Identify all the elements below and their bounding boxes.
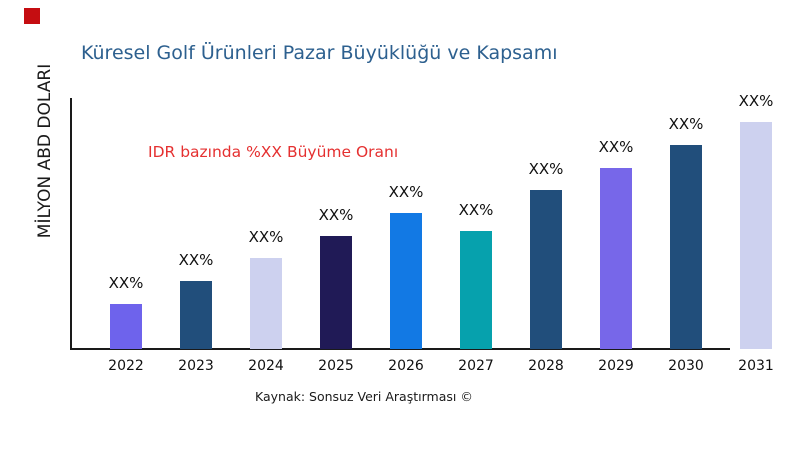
bar-2028: [530, 190, 562, 349]
bar-2030: [670, 145, 702, 349]
bar-2031: [740, 122, 772, 349]
x-tick-label: 2024: [248, 358, 284, 374]
x-tick-label: 2029: [598, 358, 634, 374]
bar-value-label: XX%: [738, 92, 774, 110]
bar-2026: [390, 213, 422, 349]
bar-value-label: XX%: [108, 274, 144, 292]
x-tick-label: 2022: [108, 358, 144, 374]
bar-value-label: XX%: [528, 160, 564, 178]
x-tick-label: 2031: [738, 358, 774, 374]
brand-logo-square: [24, 8, 40, 24]
bar-2029: [600, 168, 632, 349]
x-axis-line: [70, 348, 730, 350]
x-tick-label: 2030: [668, 358, 704, 374]
bar-value-label: XX%: [178, 251, 214, 269]
bar-2027: [460, 231, 492, 349]
bar-value-label: XX%: [668, 115, 704, 133]
x-tick-label: 2028: [528, 358, 564, 374]
bar-value-label: XX%: [598, 138, 634, 156]
bar-value-label: XX%: [388, 183, 424, 201]
x-tick-label: 2025: [318, 358, 354, 374]
bar-2024: [250, 258, 282, 349]
bar-value-label: XX%: [458, 201, 494, 219]
source-caption: Kaynak: Sonsuz Veri Araştırması ©: [255, 389, 473, 404]
chart-title: Küresel Golf Ürünleri Pazar Büyüklüğü ve…: [81, 42, 558, 64]
growth-rate-annotation: IDR bazında %XX Büyüme Oranı: [148, 143, 399, 161]
x-tick-label: 2023: [178, 358, 214, 374]
y-axis-line: [70, 98, 72, 350]
bar-value-label: XX%: [318, 206, 354, 224]
x-tick-label: 2026: [388, 358, 424, 374]
bar-2022: [110, 304, 142, 349]
x-tick-label: 2027: [458, 358, 494, 374]
bar-2023: [180, 281, 212, 349]
bar-2025: [320, 236, 352, 349]
bar-value-label: XX%: [248, 228, 284, 246]
y-axis-title: MİLYON ABD DOLARI: [35, 63, 55, 239]
